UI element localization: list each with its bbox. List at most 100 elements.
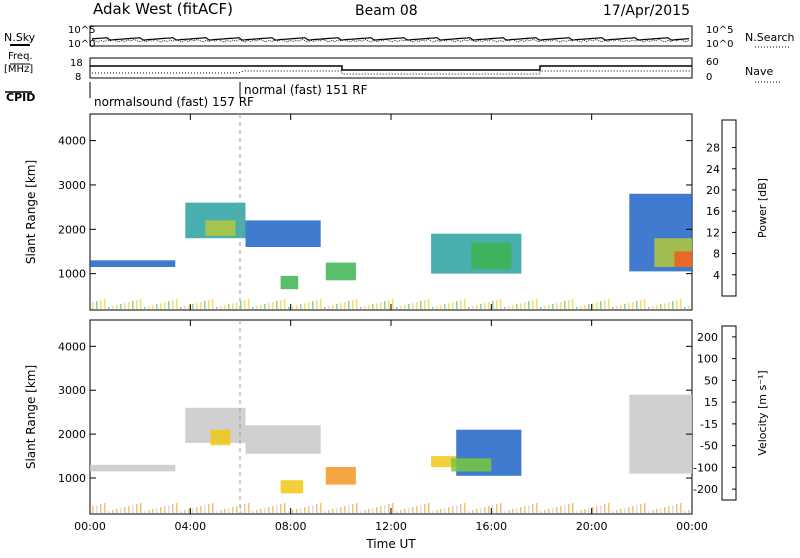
velocity-ground-speckle xyxy=(196,507,198,513)
velocity-ground-speckle xyxy=(108,511,110,513)
velocity-ground-speckle xyxy=(260,509,262,513)
power-ground-speckle xyxy=(348,301,350,309)
power-ground-speckle xyxy=(356,299,358,309)
velocity-ground-speckle xyxy=(388,504,390,513)
power-ground-speckle xyxy=(164,302,166,309)
velocity-ground-speckle xyxy=(252,511,254,513)
velocity-ground-speckle xyxy=(632,506,634,513)
power-ground-speckle xyxy=(284,299,286,309)
velocity-ground-speckle xyxy=(244,504,246,513)
power-ground-speckle xyxy=(308,302,310,309)
search-noise-trace xyxy=(91,38,690,43)
power-ground-speckle xyxy=(612,307,614,309)
power-ground-speckle xyxy=(216,307,218,309)
power-ground-speckle xyxy=(224,305,226,309)
power-ground-speckle xyxy=(420,301,422,309)
velocity-colorbar-frame xyxy=(721,325,737,501)
power-ground-speckle xyxy=(556,303,558,309)
beam-label: Beam 08 xyxy=(355,3,418,19)
velocity-echo-region-9 xyxy=(629,394,692,474)
velocity-ground-speckle xyxy=(612,511,614,513)
power-ground-speckle xyxy=(480,304,482,309)
velocity-ground-speckle xyxy=(544,510,546,513)
velocity-ground-speckle xyxy=(180,511,182,513)
noise-panel-frame xyxy=(89,25,693,47)
power-ground-speckle xyxy=(640,300,642,309)
velocity-ground-speckle xyxy=(676,504,678,513)
power-ground-speckle xyxy=(172,300,174,309)
velocity-ground-speckle xyxy=(516,508,518,513)
power-ground-speckle xyxy=(552,304,554,309)
power-echo-region-4 xyxy=(280,275,299,290)
velocity-ground-speckle xyxy=(500,503,502,513)
nave-label: Nave xyxy=(745,65,773,78)
power-ground-speckle xyxy=(676,300,678,309)
power-ground-speckle xyxy=(472,306,474,309)
power-ground-speckle xyxy=(204,301,206,309)
power-ground-speckle xyxy=(372,304,374,309)
power-ground-speckle xyxy=(140,299,142,309)
power-ground-speckle xyxy=(132,301,134,309)
power-ground-speckle xyxy=(248,299,250,309)
velocity-ytick-label: 3000 xyxy=(58,384,86,397)
velocity-ground-speckle xyxy=(444,508,446,513)
velocity-colorbar-label: 100 xyxy=(697,353,718,366)
velocity-ground-speckle xyxy=(652,510,654,513)
power-ground-speckle xyxy=(244,300,246,309)
power-ground-speckle xyxy=(564,301,566,309)
nsky-label: N.Sky xyxy=(4,31,36,44)
power-ground-speckle xyxy=(468,307,470,309)
velocity-ground-speckle xyxy=(416,506,418,513)
power-ground-speckle xyxy=(648,307,650,309)
power-ground-speckle xyxy=(376,303,378,309)
power-ground-speckle xyxy=(440,305,442,309)
power-ground-speckle xyxy=(516,304,518,309)
velocity-colorbar-label: 15 xyxy=(704,396,718,409)
velocity-ground-speckle xyxy=(604,504,606,513)
velocity-ground-speckle xyxy=(512,509,514,513)
velocity-ground-speckle xyxy=(104,503,106,513)
power-ground-speckle xyxy=(604,300,606,309)
power-colorbar-label: 20 xyxy=(706,184,720,197)
power-ground-speckle xyxy=(208,300,210,309)
power-ground-speckle xyxy=(588,304,590,309)
power-ground-speckle xyxy=(168,301,170,309)
power-ground-speckle xyxy=(232,303,234,309)
power-colorbar-frame xyxy=(721,119,737,297)
velocity-ground-speckle xyxy=(644,503,646,513)
velocity-ground-speckle xyxy=(456,505,458,513)
power-ground-speckle xyxy=(104,299,106,309)
sky-tick-top-left: 10^5 xyxy=(68,25,95,36)
power-ylabel: Slant Range [km] xyxy=(24,160,38,264)
velocity-ground-speckle xyxy=(304,507,306,513)
velocity-ground-speckle xyxy=(476,509,478,513)
power-ground-speckle xyxy=(152,305,154,309)
velocity-ground-speckle xyxy=(100,504,102,513)
velocity-ground-speckle xyxy=(220,510,222,513)
velocity-ground-speckle xyxy=(448,507,450,513)
power-ground-speckle xyxy=(272,302,274,309)
nsearch-label: N.Search xyxy=(745,31,795,44)
time-tick-label: 08:00 xyxy=(275,520,307,533)
power-ground-speckle xyxy=(100,300,102,309)
power-ground-speckle xyxy=(528,301,530,309)
time-tick-label: 12:00 xyxy=(375,520,407,533)
power-ground-speckle xyxy=(344,302,346,309)
velocity-ground-speckle xyxy=(116,509,118,513)
sky-noise-trace xyxy=(91,37,690,41)
nave-tick-top: 60 xyxy=(706,57,719,68)
power-ground-speckle xyxy=(328,306,330,309)
noise-lines xyxy=(91,37,690,43)
velocity-colorbar-label: 50 xyxy=(704,374,718,387)
power-ground-speckle xyxy=(424,300,426,309)
power-ground-speckle xyxy=(576,307,578,309)
velocity-ground-speckle xyxy=(300,508,302,513)
power-ground-speckle xyxy=(608,299,610,309)
velocity-ground-speckle xyxy=(292,510,294,513)
velocity-ground-speckle xyxy=(236,506,238,513)
power-ground-speckle xyxy=(312,301,314,309)
velocity-ground-speckle xyxy=(420,505,422,513)
power-ground-speckle xyxy=(436,306,438,309)
power-ground-speckle xyxy=(568,300,570,309)
velocity-ground-speckle xyxy=(288,511,290,513)
